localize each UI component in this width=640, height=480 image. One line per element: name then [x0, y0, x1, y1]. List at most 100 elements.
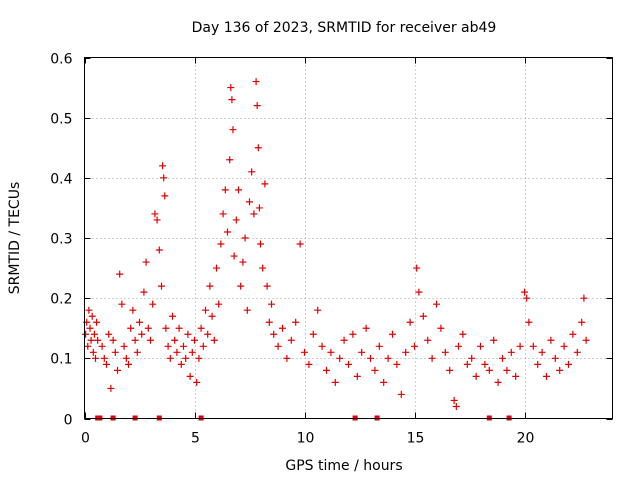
data-point: [323, 366, 330, 374]
data-point: [305, 360, 313, 368]
data-point: [402, 348, 410, 356]
data-point: [142, 258, 150, 266]
y-tick-label: 0.2: [50, 292, 72, 308]
data-point: [375, 342, 383, 350]
data-point: [149, 300, 157, 308]
data-point: [393, 360, 401, 368]
data-point: [171, 336, 179, 344]
data-point: [107, 384, 115, 392]
data-point: [525, 318, 533, 326]
data-point: [206, 282, 214, 290]
data-point: [129, 306, 137, 314]
data-point: [219, 210, 227, 218]
data-point: [85, 306, 93, 314]
data-point: [166, 354, 174, 362]
data-point: [182, 354, 190, 362]
data-point: [523, 294, 531, 302]
data-point: [433, 300, 440, 308]
data-point: [459, 330, 467, 338]
data-point: [560, 342, 568, 350]
data-point: [358, 348, 366, 356]
data-point: [274, 342, 282, 350]
data-point: [287, 336, 295, 344]
data-point: [90, 330, 98, 338]
data-point: [210, 336, 218, 344]
data-point: [472, 372, 480, 380]
data-point: [109, 336, 117, 344]
data-point: [195, 354, 203, 362]
data-point: [441, 348, 449, 356]
data-point: [237, 282, 245, 290]
data-point: [133, 348, 141, 356]
data-point: [331, 378, 339, 386]
data-point: [94, 336, 102, 344]
x-tick-label: 10: [297, 431, 315, 447]
data-point: [367, 354, 374, 362]
data-point: [397, 390, 405, 398]
data-point: [349, 330, 357, 338]
data-point: [569, 330, 577, 338]
data-point: [208, 312, 216, 320]
data-point: [89, 348, 97, 356]
data-point: [254, 144, 262, 152]
data-point: [543, 372, 550, 380]
data-point: [243, 306, 251, 314]
plot-frame: [84, 57, 613, 419]
data-point: [490, 336, 498, 344]
data-point: [556, 366, 564, 374]
x-tick-label: 20: [517, 431, 535, 447]
data-point: [507, 348, 515, 356]
data-point: [580, 294, 588, 302]
data-point: [227, 84, 235, 92]
data-point: [419, 312, 427, 320]
data-point: [250, 210, 258, 218]
data-point: [494, 378, 502, 386]
data-point: [538, 348, 546, 356]
data-point: [424, 336, 432, 344]
data-point: [180, 342, 187, 350]
data-point: [127, 324, 135, 332]
data-point: [158, 282, 165, 290]
data-point: [380, 378, 388, 386]
data-point: [138, 330, 146, 338]
data-point: [118, 300, 126, 308]
data-point: [221, 186, 229, 194]
data-point: [252, 78, 260, 86]
data-point: [578, 318, 586, 326]
data-point: [186, 372, 194, 380]
data-point: [193, 378, 201, 386]
data-point: [162, 324, 170, 332]
data-point: [529, 342, 537, 350]
x-tick-label: 5: [191, 431, 200, 447]
data-point: [415, 288, 423, 296]
data-point: [228, 96, 236, 104]
data-point: [582, 336, 590, 344]
y-axis-label: SRMTID / TECUs: [7, 182, 23, 295]
data-point: [450, 396, 458, 404]
data-point: [159, 162, 167, 170]
data-point: [82, 330, 90, 338]
data-point: [92, 354, 99, 362]
data-point: [175, 324, 183, 332]
x-tick-label: 0: [81, 431, 90, 447]
data-point: [371, 366, 379, 374]
data-point: [255, 204, 263, 212]
data-point: [292, 318, 300, 326]
data-point: [122, 354, 130, 362]
data-point: [147, 336, 154, 344]
data-point: [283, 354, 291, 362]
data-point: [309, 330, 317, 338]
data-point: [197, 324, 205, 332]
data-point: [177, 360, 185, 368]
data-point: [232, 216, 240, 224]
y-tick-label: 0.4: [50, 172, 72, 188]
data-point: [114, 366, 121, 374]
data-point: [468, 354, 476, 362]
data-point: [155, 246, 163, 254]
data-point: [263, 282, 271, 290]
data-point: [226, 156, 234, 164]
x-tick-label: 15: [407, 431, 425, 447]
data-point: [406, 318, 414, 326]
data-point: [428, 354, 436, 362]
